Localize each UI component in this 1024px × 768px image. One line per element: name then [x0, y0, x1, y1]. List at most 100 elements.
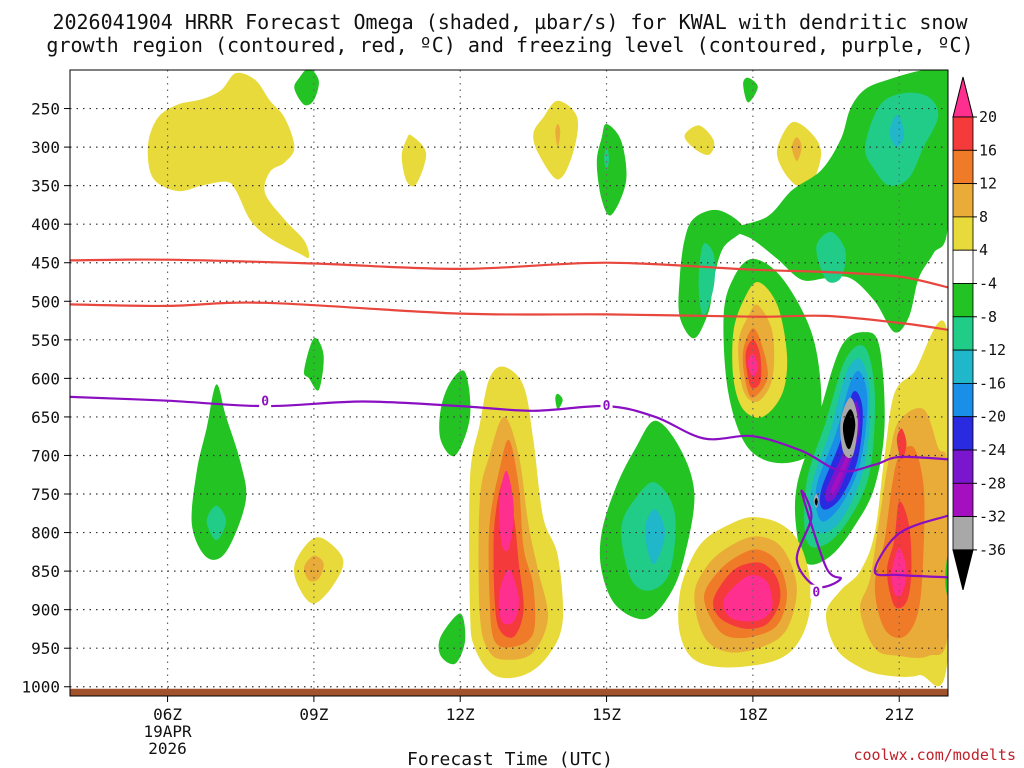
dgz-contour-line — [70, 301, 948, 331]
omega-region — [842, 409, 856, 450]
colorbar-label: -8 — [979, 308, 997, 326]
omega-region — [294, 70, 319, 106]
colorbar-swatch — [952, 149, 974, 185]
y-tick-label: 650 — [31, 408, 60, 427]
credit-text: coolwx.com/modelts — [853, 746, 1016, 764]
freezing-level-label: 0 — [261, 395, 269, 410]
omega-region — [891, 548, 907, 597]
colorbar-label: -32 — [979, 508, 1006, 526]
colorbar-label: -16 — [979, 374, 1006, 392]
x-tick-label: 21Z — [885, 705, 914, 724]
colorbar-label: -12 — [979, 341, 1006, 359]
colorbar-swatch — [952, 283, 974, 318]
colorbar-label: 20 — [979, 108, 997, 126]
contour-layer: 0 0 0 — [70, 258, 948, 601]
y-tick-label: 250 — [31, 100, 60, 119]
x-tick-year-label: 2026 — [148, 739, 187, 758]
colorbar-label: -28 — [979, 474, 1006, 492]
y-tick-label: 400 — [31, 215, 60, 234]
omega-region — [596, 123, 627, 216]
x-tick-label: 09Z — [299, 705, 328, 724]
colorbar-label: -20 — [979, 408, 1006, 426]
grid-layer — [70, 70, 948, 696]
y-tick-label: 300 — [31, 138, 60, 157]
colorbar-label: 4 — [979, 241, 988, 259]
colorbar-swatch — [952, 449, 974, 484]
colorbar-label: 8 — [979, 208, 988, 226]
omega-region — [498, 470, 514, 552]
freezing-level-label-bg — [810, 584, 823, 599]
omega-region — [889, 114, 905, 148]
x-tick-label: 06Z — [153, 705, 182, 724]
colorbar-swatch — [952, 482, 974, 517]
colorbar-label: -36 — [979, 541, 1006, 559]
freezing-level-label-bg — [259, 393, 272, 408]
y-tick-label: 600 — [31, 369, 60, 388]
omega-region — [814, 497, 818, 506]
colorbar-swatch — [952, 183, 974, 218]
x-tick-label: 12Z — [446, 705, 475, 724]
y-tick-label: 950 — [31, 639, 60, 658]
plot-frame — [69, 69, 949, 697]
omega-region — [945, 555, 948, 596]
omega-region — [498, 569, 519, 625]
x-axis-label: Forecast Time (UTC) — [407, 749, 613, 768]
colorbar-swatch — [952, 382, 974, 418]
ground-band — [70, 688, 948, 696]
omega-region — [147, 72, 310, 259]
colorbar-swatch — [952, 249, 974, 284]
chart-title-line-1: 2026041904 HRRR Forecast Omega (shaded, … — [52, 10, 968, 34]
omega-region — [438, 613, 466, 665]
colorbar-label: -24 — [979, 441, 1006, 459]
y-tick-label: 350 — [31, 177, 60, 196]
omega-region — [533, 100, 579, 180]
omega-region — [896, 428, 907, 460]
y-tick-label: 800 — [31, 524, 60, 543]
y-tick-label: 750 — [31, 485, 60, 504]
omega-region — [748, 353, 758, 377]
omega-region — [816, 231, 847, 283]
colorbar-swatch — [952, 316, 974, 351]
y-tick-label: 850 — [31, 562, 60, 581]
y-tick-label: 500 — [31, 292, 60, 311]
colorbar-swatch — [952, 516, 974, 551]
colorbar-bottom-arrow — [952, 549, 974, 591]
colorbar-swatch — [952, 349, 974, 384]
dgz-contour-line — [70, 258, 948, 289]
freezing-level-label: 0 — [603, 399, 611, 414]
chart-title-line-2: growth region (contoured, red, ºC) and f… — [46, 33, 973, 57]
omega-shading-layer — [147, 70, 948, 687]
freezing-level-label-bg — [600, 398, 613, 413]
y-tick-label: 1000 — [21, 678, 60, 697]
omega-region — [684, 125, 715, 156]
omega-region — [604, 147, 609, 171]
omega-region — [303, 555, 324, 582]
omega-region — [698, 243, 716, 317]
x-tick-label: 15Z — [592, 705, 621, 724]
omega-region — [830, 424, 856, 495]
y-tick-label: 450 — [31, 254, 60, 273]
colorbar-swatch — [952, 416, 974, 451]
y-tick-label: 700 — [31, 446, 60, 465]
colorbar-swatch — [952, 216, 974, 251]
axis-layer: 250 300 350 400 450 500 550 600 650 700 750 800 850 9… — [21, 100, 914, 758]
x-tick-date-label: 19APR — [143, 722, 192, 741]
colorbar-label: 16 — [979, 141, 997, 159]
omega-region — [791, 137, 802, 161]
y-tick-label: 550 — [31, 331, 60, 350]
omega-region — [439, 370, 471, 457]
x-tick-label: 18Z — [738, 705, 767, 724]
omega-region — [555, 393, 563, 410]
colorbar-label: -4 — [979, 275, 997, 293]
freezing-level-label: 0 — [812, 586, 820, 601]
omega-region — [206, 505, 227, 541]
freezing-level-branch-line — [873, 514, 948, 579]
omega-region — [645, 509, 666, 565]
colorbar-top-arrow — [952, 76, 974, 118]
omega-region — [555, 124, 561, 148]
omega-region — [191, 384, 247, 560]
colorbar-label: 12 — [979, 175, 997, 193]
colorbar: 20 16 12 8 4 -4 -8 -12 -16 -20 -24 -28 -32 -36 — [952, 76, 1006, 591]
omega-region — [401, 134, 427, 187]
